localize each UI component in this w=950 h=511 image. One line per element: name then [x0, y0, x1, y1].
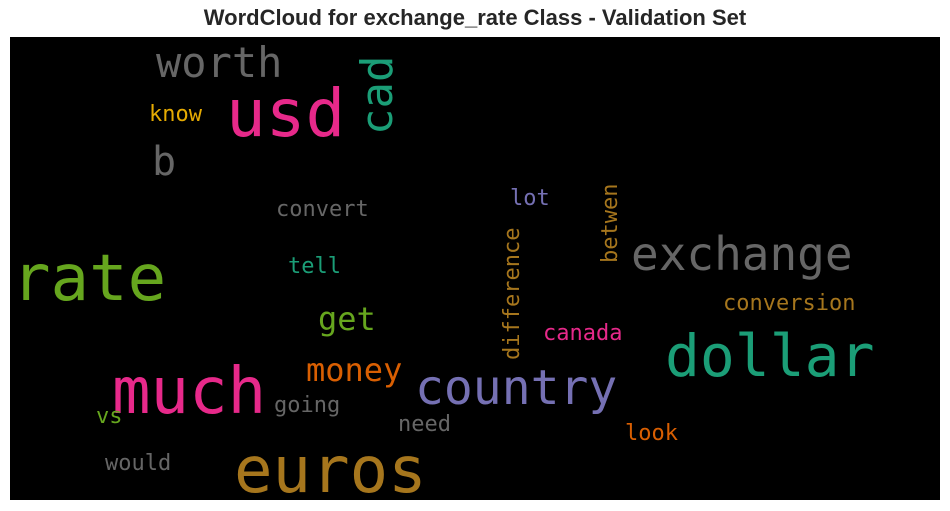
chart-title: WordCloud for exchange_rate Class - Vali… [203, 5, 747, 30]
word-rate: rate [12, 242, 167, 316]
word-betwen: betwen [598, 183, 623, 263]
word-b: b [152, 139, 177, 185]
word-vs: vs [96, 404, 123, 429]
word-would: would [105, 451, 172, 476]
word-country: country [415, 360, 618, 416]
word-dollar: dollar [665, 322, 875, 390]
word-need: need [398, 412, 451, 437]
word-lot: lot [510, 186, 550, 211]
word-get: get [318, 300, 376, 338]
word-tell: tell [288, 254, 341, 279]
word-much: much [112, 355, 267, 429]
word-cad: cad [352, 55, 403, 135]
word-convert: convert [276, 197, 369, 222]
word-know: know [149, 102, 202, 127]
word-worth: worth [156, 38, 283, 87]
word-canada: canada [543, 321, 623, 346]
word-going: going [274, 393, 341, 418]
wordcloud-canvas: usd worth cad know b convert lot betwen … [10, 37, 940, 500]
word-exchange: exchange [631, 227, 853, 281]
word-euros: euros [234, 434, 427, 500]
word-difference: difference [500, 227, 525, 360]
word-usd: usd [226, 75, 346, 152]
word-conversion: conversion [723, 291, 856, 316]
word-money: money [306, 351, 403, 389]
word-look: look [625, 421, 678, 446]
